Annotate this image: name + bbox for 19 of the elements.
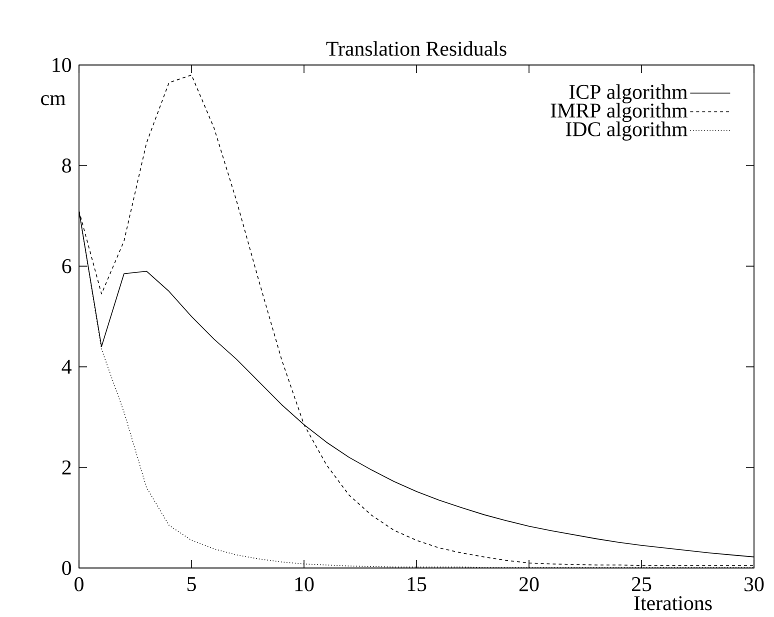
x-tick-label: 30 [744,577,764,592]
x-tick-label: 25 [632,577,652,592]
legend-label: ICP algorithm [569,84,688,104]
y-tick-label: 0 [62,560,72,575]
y-tick-label: 6 [62,259,72,274]
x-axis-title: Iterations [634,596,712,610]
y-tick-label: 2 [62,460,71,474]
legend-label: IMRP algorithm [550,102,688,122]
y-tick-label: 8 [62,158,72,173]
x-tick-label: 10 [295,577,314,592]
x-tick-label: 20 [519,577,539,592]
y-tick-label: 4 [62,360,72,374]
y-tick-label: 10 [52,58,72,72]
x-tick-label: 0 [74,577,84,592]
x-tick-label: 15 [408,577,426,592]
legend-label: IDC algorithm [566,121,688,140]
x-tick-label: 5 [187,577,196,591]
y-axis-title: cm [41,95,66,106]
chart-title: Translation Residuals [326,41,506,56]
